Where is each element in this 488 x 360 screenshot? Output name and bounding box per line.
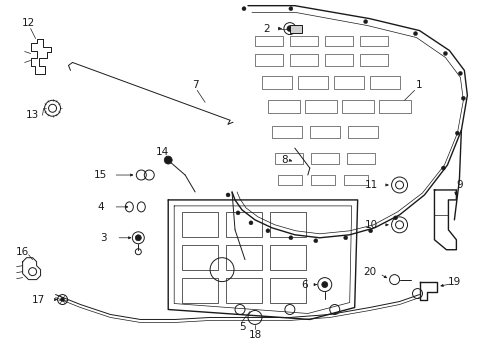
Bar [310, 153, 338, 163]
Text: 9: 9 [455, 180, 462, 190]
Circle shape [441, 166, 445, 170]
Text: 8: 8 [281, 155, 287, 165]
Bar [182, 278, 218, 302]
Text: 14: 14 [155, 147, 168, 157]
Circle shape [413, 32, 417, 36]
Text: 10: 10 [365, 220, 377, 230]
Bar [269, 245, 305, 270]
Bar [271, 126, 301, 138]
Text: 3: 3 [100, 233, 106, 243]
Bar [289, 36, 317, 45]
Circle shape [164, 156, 172, 164]
Text: 16: 16 [16, 247, 29, 257]
Circle shape [393, 216, 397, 220]
Bar [225, 278, 262, 302]
Circle shape [461, 96, 465, 100]
Text: 18: 18 [248, 330, 261, 341]
Bar [277, 175, 301, 185]
Text: 1: 1 [415, 80, 422, 90]
Bar [343, 175, 367, 185]
Bar [262, 76, 291, 89]
Text: 12: 12 [22, 18, 35, 28]
Bar [346, 153, 374, 163]
Bar [333, 76, 363, 89]
Circle shape [457, 71, 462, 75]
Text: 17: 17 [32, 294, 45, 305]
Circle shape [265, 229, 269, 233]
Circle shape [443, 51, 447, 55]
Text: 19: 19 [447, 276, 460, 287]
Circle shape [368, 229, 372, 233]
Circle shape [286, 26, 292, 32]
Circle shape [225, 193, 229, 197]
Circle shape [363, 20, 367, 24]
Text: 7: 7 [191, 80, 198, 90]
Text: 6: 6 [301, 280, 307, 289]
Text: 11: 11 [364, 180, 378, 190]
Bar [289, 54, 317, 67]
Circle shape [288, 7, 292, 11]
Bar [347, 126, 377, 138]
Circle shape [288, 236, 292, 240]
Text: 5: 5 [238, 323, 245, 332]
Bar [359, 36, 387, 45]
Bar [254, 54, 283, 67]
Circle shape [248, 221, 252, 225]
Circle shape [313, 239, 317, 243]
Bar [269, 278, 305, 302]
Bar [369, 76, 399, 89]
Bar [324, 54, 352, 67]
Text: 13: 13 [26, 110, 39, 120]
Bar [267, 100, 299, 113]
Bar [304, 100, 336, 113]
Bar [225, 212, 262, 237]
Text: 4: 4 [97, 202, 103, 212]
Bar [182, 212, 218, 237]
Text: 2: 2 [263, 24, 270, 33]
Bar [274, 153, 302, 163]
Bar [182, 245, 218, 270]
Text: 15: 15 [94, 170, 107, 180]
Bar [269, 212, 305, 237]
Bar [289, 24, 301, 32]
Circle shape [343, 236, 347, 240]
Circle shape [242, 7, 245, 11]
Bar [359, 54, 387, 67]
Text: 20: 20 [362, 267, 375, 276]
Bar [324, 36, 352, 45]
Bar [309, 126, 339, 138]
Bar [297, 76, 327, 89]
Bar [341, 100, 373, 113]
Circle shape [454, 131, 458, 135]
Circle shape [321, 282, 327, 288]
Circle shape [135, 235, 141, 241]
Bar [378, 100, 410, 113]
Bar [254, 36, 283, 45]
Bar [225, 245, 262, 270]
Circle shape [61, 298, 64, 302]
Circle shape [236, 211, 240, 215]
Bar [310, 175, 334, 185]
